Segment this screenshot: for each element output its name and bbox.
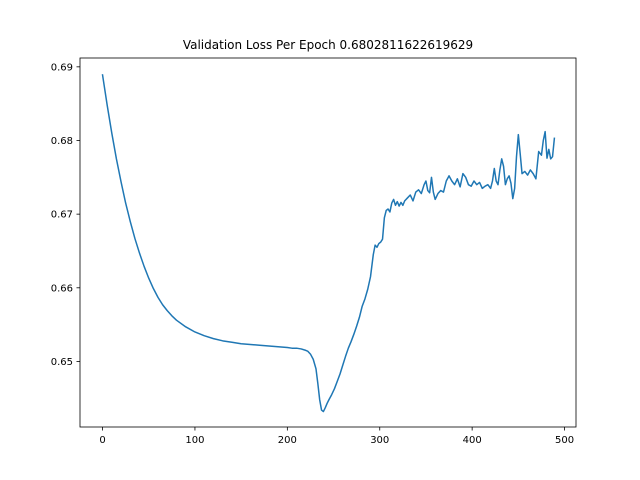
plot-area	[101, 74, 556, 413]
x-tick-label: 100	[185, 435, 204, 446]
y-tick-label: 0.66	[51, 283, 73, 294]
x-tick-label: 0	[99, 435, 105, 446]
x-tick-label: 500	[555, 435, 574, 446]
y-tick-label: 0.65	[51, 357, 73, 368]
axes: 0 100 200 300 400 500 0.65 0.66 0.67 0.68 0.69	[51, 57, 577, 446]
axes-frame	[79, 57, 577, 428]
series-line-0	[101, 74, 556, 413]
x-tick-label: 200	[278, 435, 297, 446]
y-tick-label: 0.67	[51, 210, 73, 221]
x-tick-label: 400	[463, 435, 482, 446]
chart-title: Validation Loss Per Epoch 0.680281162261…	[183, 38, 473, 52]
y-tick-label: 0.69	[51, 62, 73, 73]
y-tick-label: 0.68	[51, 136, 73, 147]
x-tick-label: 300	[370, 435, 389, 446]
